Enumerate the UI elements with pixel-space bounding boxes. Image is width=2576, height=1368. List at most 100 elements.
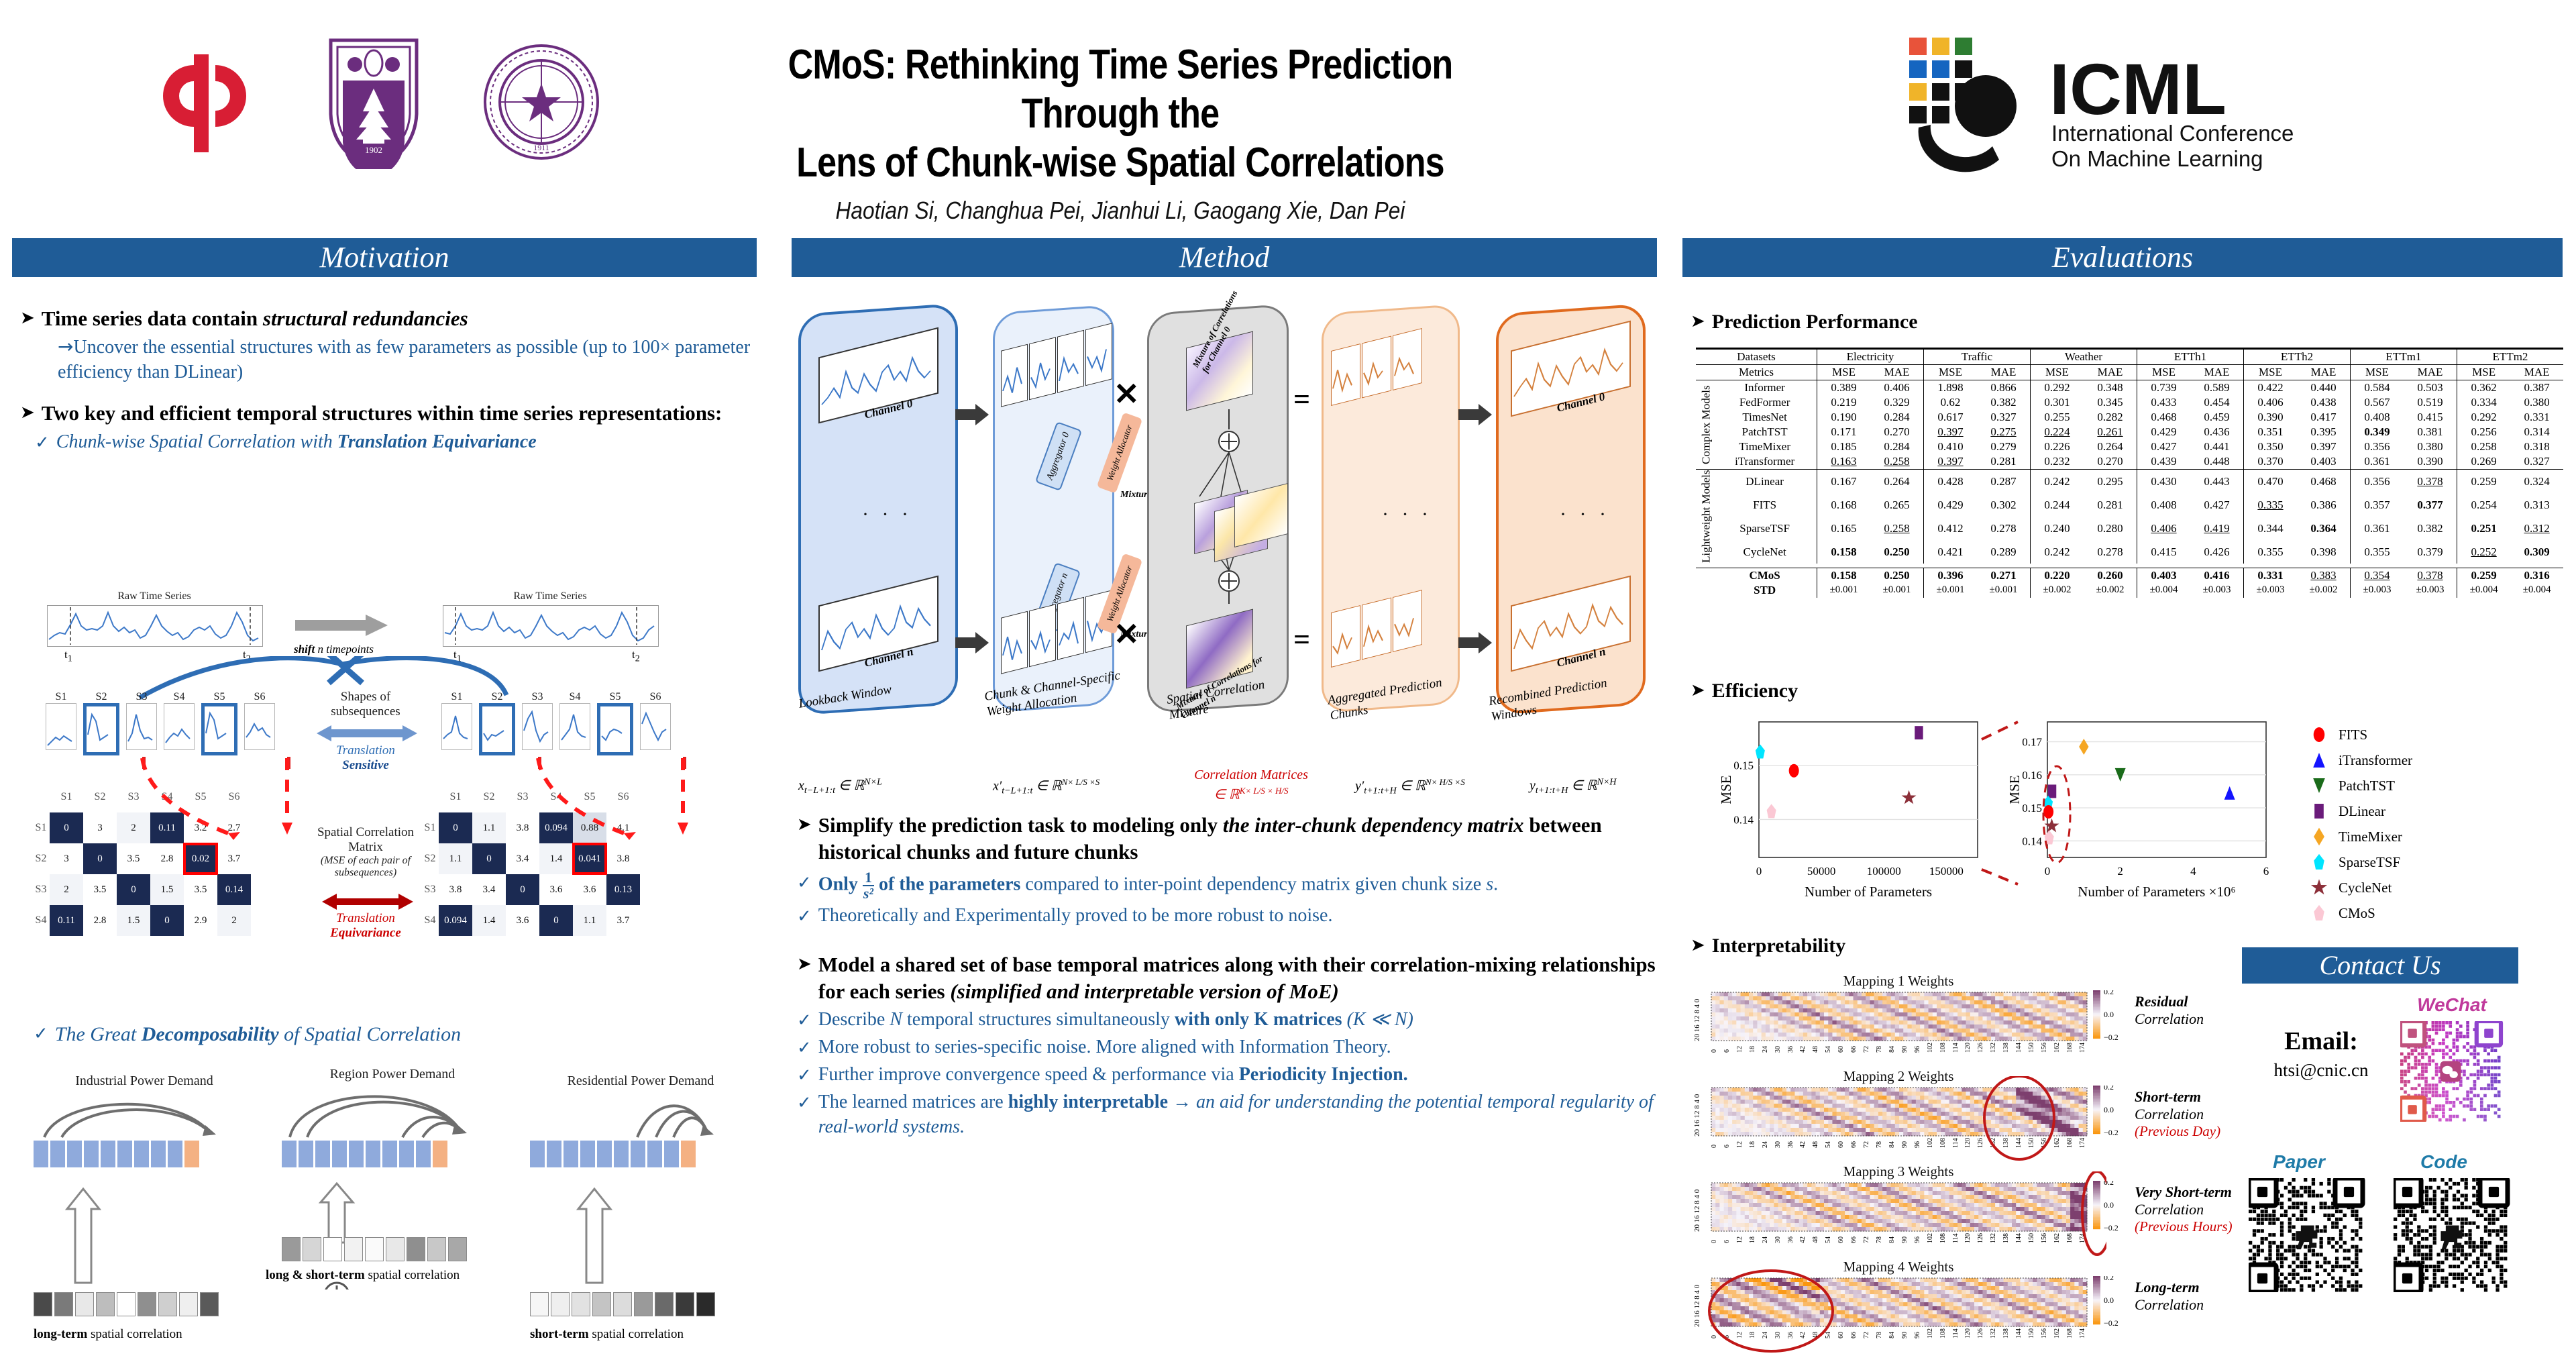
- chunked-series-top: [1001, 323, 1112, 407]
- flow-arrow-icon: [955, 404, 989, 425]
- paper-qr-code[interactable]: [2249, 1178, 2369, 1292]
- table-cell: 0.250: [1884, 545, 1910, 558]
- heatmap-x-tick: 150: [2028, 1043, 2036, 1053]
- x-axis-label: Number of Parameters: [1805, 884, 1932, 900]
- table-cell: 0.433: [2137, 395, 2190, 410]
- wechat-qr-code[interactable]: [2400, 1021, 2516, 1122]
- heatmap-x-tick: 96: [1913, 1046, 1921, 1053]
- legend-item: PatchTST: [2308, 773, 2412, 798]
- table-cell: 0.271: [1990, 568, 2017, 582]
- method-c3-d: (K ≪ N): [1342, 1009, 1413, 1031]
- table-cell: 0.354: [2350, 568, 2404, 583]
- heatmap-colorbar: 0.2 0.0 −0.2: [2093, 1086, 2118, 1137]
- sub-label: S3: [531, 691, 543, 702]
- table-cell: 0.441: [2204, 440, 2230, 453]
- colorbar-tick: −0.2: [2104, 1318, 2118, 1328]
- heatmap-x-tick: 42: [1799, 1332, 1807, 1338]
- colorbar-tick: 0.2: [2104, 1276, 2114, 1282]
- dataset-header: Weather: [2030, 348, 2137, 365]
- model-name-cell: TimeMixer: [1739, 440, 1791, 453]
- table-cell: 0.251: [2457, 517, 2511, 541]
- double-arrow-icon: [317, 725, 417, 741]
- table-cell: 0.408: [2137, 493, 2190, 517]
- fraction-one-over-s-squared: 1 s²: [862, 868, 874, 902]
- table-cell: 0.327: [2524, 455, 2550, 468]
- motivation-c1-emph: Translation Equivariance: [337, 431, 537, 452]
- heatmap-x-tick: 174: [2078, 1138, 2086, 1148]
- heatmap-x-tick: 114: [1951, 1138, 1960, 1148]
- heatmap-plot: [1711, 1277, 2088, 1327]
- heatmap-x-tick: 114: [1951, 1233, 1960, 1243]
- shift-arrow-icon: [295, 615, 389, 639]
- table-cell: 0.428: [1923, 469, 1977, 494]
- matrix-table-right: S1 S2 S3 S4 S5 S6 S1 0 1.1 3.8 0.094 0.8…: [421, 782, 640, 936]
- code-qr-code[interactable]: [2394, 1178, 2514, 1292]
- motivation-b2-text: Two key and efficient temporal structure…: [41, 401, 722, 425]
- heatmap-x-tick: 138: [2002, 1233, 2010, 1243]
- table-cell: 0.395: [2310, 425, 2337, 438]
- heatmap-x-tick: 72: [1863, 1237, 1871, 1243]
- heatmap-x-tick: 102: [1926, 1233, 1934, 1243]
- table-cell: 0.232: [2030, 454, 2084, 470]
- table-cell: 0.185: [1817, 439, 1870, 454]
- heatmap-x-tick: 78: [1875, 1237, 1883, 1243]
- translation-sensitive-label: Translation Sensitive: [336, 743, 395, 772]
- x-axis-label: Number of Parameters ×10⁶: [2078, 884, 2236, 900]
- legend-marker-triangle-down: [2313, 778, 2325, 793]
- y-axis-tick-label: 0.15: [2022, 802, 2042, 814]
- subsequence-item: S1: [441, 691, 472, 755]
- scatter-point-triangle-down: [2313, 778, 2325, 793]
- table-row: FITS 0.168 0.265 0.429 0.302 0.244 0.281 0.408 0…: [1696, 493, 2563, 517]
- table-cell: 0.270: [1884, 425, 1910, 438]
- matrix-cell: 3.2: [184, 812, 217, 843]
- heatmap-x-tick: 126: [1977, 1328, 1985, 1338]
- matrix-header-row: S1 S2 S3 S4 S5 S6: [32, 782, 251, 812]
- matrix-col-label: S3: [506, 782, 539, 812]
- table-cell: 0.427: [2204, 498, 2230, 511]
- decomp-target-chunk: [681, 1141, 696, 1167]
- section-header-evaluations: Evaluations: [1682, 238, 2563, 277]
- table-cell: 0.171: [1817, 425, 1870, 439]
- table-cell: ±0.001: [1882, 584, 1911, 596]
- table-cell: 0.406: [2137, 517, 2190, 541]
- legend-marker-diamond: [2314, 827, 2324, 846]
- efficiency-chart-full: 0.14 0.15 0.16 0.17 0 2 4 6 MSE Number of Paramet…: [2006, 721, 2269, 900]
- table-cell: 0.386: [2310, 498, 2337, 511]
- matrix-cell: 2: [217, 905, 251, 936]
- interpretability-heatmaps: Mapping 1 Weights 20 16 12 8 4 0 0 6 12 18 24 3…: [1690, 973, 2234, 1362]
- table-cell: 0.396: [1923, 568, 1977, 583]
- efficiency-charts: 0.14 0.15 0 50000 100000 150000 MSE Number of P…: [1717, 718, 2576, 921]
- table-cell: 0.269: [2457, 454, 2511, 470]
- matrix-cell: 0.88: [573, 812, 606, 843]
- raw-series-label-left: Raw Time Series: [117, 590, 191, 602]
- metric-header: MAE: [1990, 366, 2017, 378]
- matrix-cell: 3.6: [506, 905, 539, 936]
- sub-label: S4: [569, 691, 581, 702]
- heatmap-x-tick: 78: [1875, 1141, 1883, 1148]
- legend-marker-star: [2310, 879, 2328, 895]
- sub-label: S6: [649, 691, 661, 702]
- method-c5-b: Periodicity Injection.: [1238, 1064, 1408, 1086]
- matrix-row: S2 3 0 3.5 2.8 0.02 3.7: [32, 843, 251, 875]
- heatmap-title: Mapping 2 Weights: [1843, 1068, 1954, 1084]
- matrix-cell: 2.7: [217, 812, 251, 843]
- table-cell: 0.264: [1884, 474, 1910, 488]
- heatmap-x-tick: 162: [2053, 1328, 2061, 1338]
- matrix-cell: 3.8: [439, 874, 472, 905]
- table-cell: 0.287: [1990, 474, 2017, 488]
- method-check-3: ✓ Describe N temporal structures simulta…: [797, 1008, 1659, 1033]
- architecture-diagram: Channel 0 · · · Channel n Aggregator 0 A…: [792, 288, 1657, 751]
- dataset-header: ETTm2: [2457, 348, 2563, 365]
- motivation-check-1: ✓ Chunk-wise Spatial Correlation with Tr…: [35, 430, 758, 455]
- table-cell: 0.350: [2243, 439, 2297, 454]
- short-term-chunk-row: [530, 1292, 715, 1316]
- method-check-2: ✓ Theoretically and Experimentally prove…: [797, 904, 1659, 929]
- table-cell: 0.335: [2243, 493, 2297, 517]
- heatmap-x-tick: 144: [2015, 1138, 2023, 1148]
- legend-item: iTransformer: [2308, 747, 2412, 773]
- heatmap-plot: [1711, 992, 2088, 1041]
- table-cell: 0.163: [1817, 454, 1870, 470]
- heatmap-side-sub: Correlation: [2135, 1106, 2204, 1122]
- table-cell: 0.329: [1884, 396, 1910, 409]
- heatmap-x-tick: 78: [1875, 1046, 1883, 1053]
